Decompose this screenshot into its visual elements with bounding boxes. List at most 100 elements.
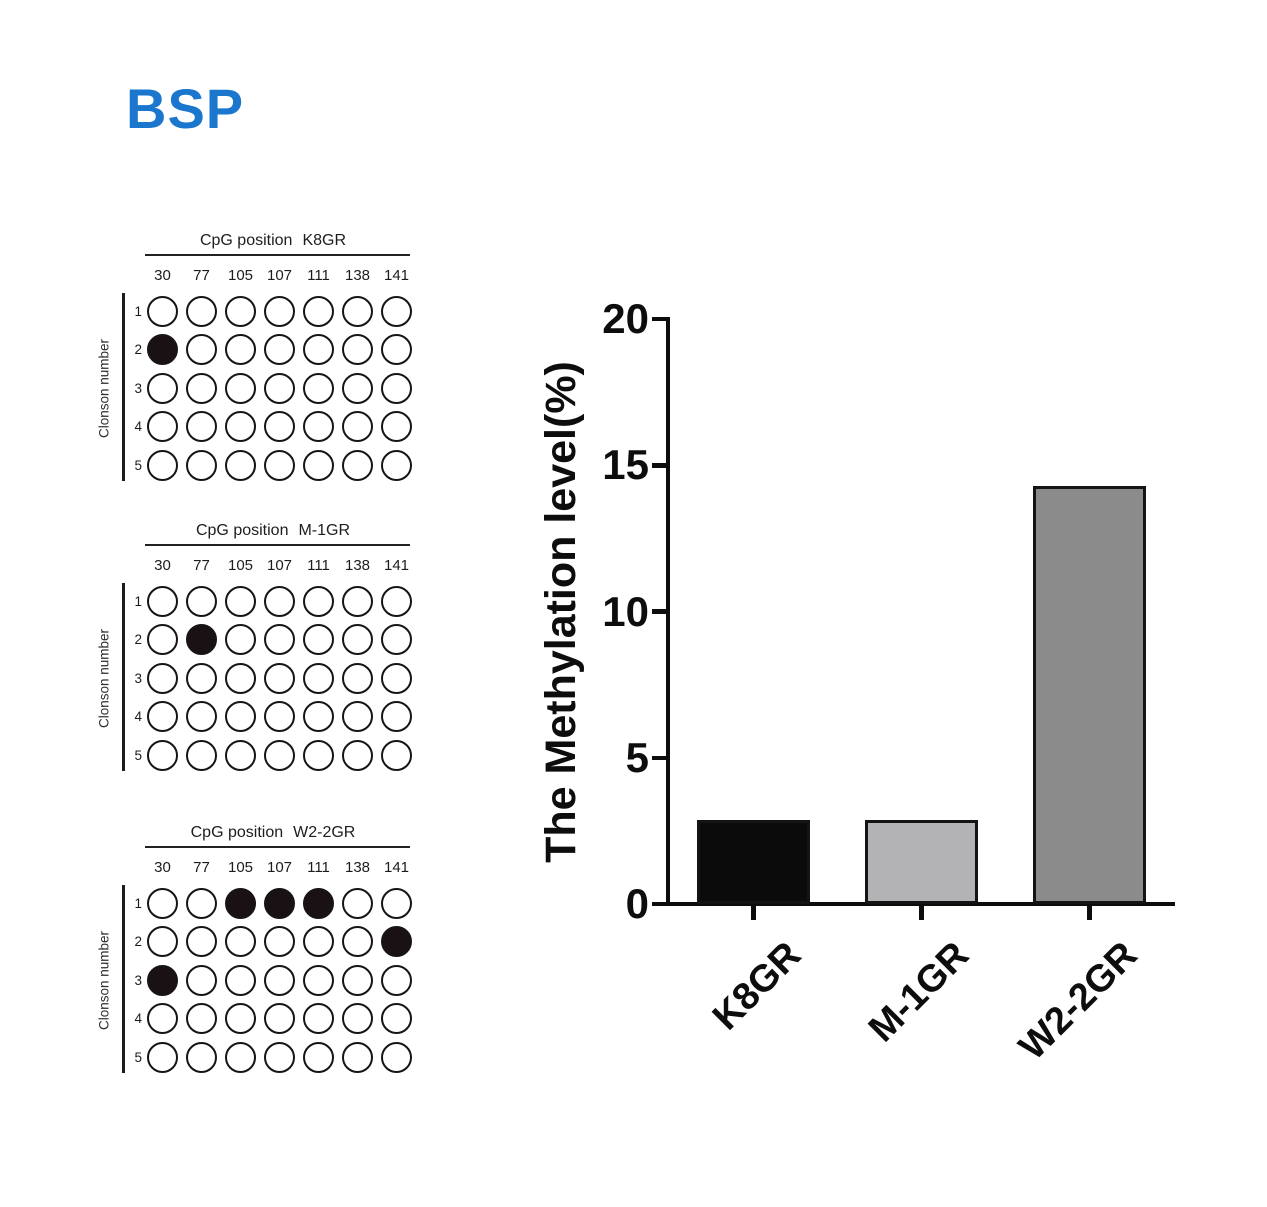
methylation-dot-open xyxy=(342,701,373,733)
clone-row-number: 3 xyxy=(134,670,142,686)
cpg-position-label: 107 xyxy=(266,267,293,284)
cpg-position-label: 138 xyxy=(344,267,371,284)
clone-row-number: 1 xyxy=(134,895,142,911)
clone-row-number: 5 xyxy=(134,747,142,763)
clone-row: 3 xyxy=(126,369,420,408)
methylation-dot-open xyxy=(225,701,256,733)
methylation-dot-open xyxy=(381,1041,412,1073)
methylation-dot-open xyxy=(303,926,334,958)
methylation-dot-open xyxy=(186,964,217,996)
methylation-dot-open xyxy=(147,295,178,327)
methylation-dot-open xyxy=(264,449,295,481)
y-tick-label: 15 xyxy=(602,441,649,489)
methylation-dot-open xyxy=(186,1003,217,1035)
methylation-dot-open xyxy=(186,887,217,919)
clone-row: 2 xyxy=(126,331,420,370)
methylation-dot-open xyxy=(186,449,217,481)
methylation-dot-filled xyxy=(303,887,334,919)
cpg-position-label: 141 xyxy=(383,859,410,876)
methylation-dot-open xyxy=(147,585,178,617)
methylation-dot-open xyxy=(147,1041,178,1073)
methylation-dot-open xyxy=(303,295,334,327)
cpg-position-label: 77 xyxy=(193,267,210,284)
methylation-dot-open xyxy=(147,372,178,404)
clone-row: 1 xyxy=(126,582,420,621)
panel-title-prefix: CpG position xyxy=(195,522,289,539)
figure-title: BSP xyxy=(126,77,245,140)
panel-sample-name: M-1GR xyxy=(298,522,351,539)
bar-K8GR xyxy=(697,820,810,904)
methylation-dot-open xyxy=(303,964,334,996)
methylation-dot-open xyxy=(342,295,373,327)
methylation-dot-open xyxy=(186,585,217,617)
cpg-panel-K8GR: CpG position K8GR 30 77 105 107 111 138 141 Clons… xyxy=(88,230,433,492)
clone-row: 3 xyxy=(126,659,420,698)
cpg-position-label: 77 xyxy=(193,557,210,574)
methylation-dot-open xyxy=(225,662,256,694)
y-axis-line xyxy=(665,317,671,906)
y-tick-label: 0 xyxy=(625,880,649,927)
cpg-position-label: 105 xyxy=(227,859,254,876)
methylation-dot-open xyxy=(264,585,295,617)
methylation-dot-open xyxy=(225,585,256,617)
methylation-dot-open xyxy=(225,926,256,958)
clone-row-number: 4 xyxy=(134,709,142,725)
methylation-dot-open xyxy=(342,739,373,771)
cpg-position-label: 141 xyxy=(383,267,410,284)
methylation-dot-open xyxy=(264,964,295,996)
panel-title-prefix: CpG position xyxy=(199,232,293,249)
methylation-dot-open xyxy=(186,334,217,366)
methylation-dot-open xyxy=(147,887,178,919)
panel-title: CpG position W2-2GR xyxy=(128,824,418,842)
methylation-dot-open xyxy=(381,334,412,366)
methylation-dot-open xyxy=(147,926,178,958)
methylation-dot-open xyxy=(147,739,178,771)
clone-row-number: 5 xyxy=(134,1049,142,1065)
methylation-dot-open xyxy=(264,662,295,694)
x-axis-tick xyxy=(751,906,756,920)
methylation-dot-open xyxy=(264,334,295,366)
y-tick-label: 5 xyxy=(625,733,649,781)
methylation-dot-open xyxy=(264,411,295,443)
clone-row-number: 2 xyxy=(134,342,142,358)
panel-title-underline xyxy=(145,254,410,256)
methylation-dot-open xyxy=(264,295,295,327)
methylation-dot-open xyxy=(303,585,334,617)
cpg-panel-M-1GR: CpG position M-1GR 30 77 105 107 111 138 141 Clon… xyxy=(88,520,433,782)
methylation-dot-open xyxy=(225,295,256,327)
methylation-dot-open xyxy=(225,411,256,443)
methylation-dot-open xyxy=(225,1003,256,1035)
clone-row-number: 4 xyxy=(134,419,142,435)
x-axis-line xyxy=(666,901,1175,907)
methylation-dot-open xyxy=(381,739,412,771)
methylation-dot-filled xyxy=(264,887,295,919)
x-tick-label-W2-2GR: W2-2GR xyxy=(1010,934,1146,1069)
cpg-position-label: 30 xyxy=(154,557,171,574)
clone-row: 4 xyxy=(126,1000,420,1039)
clone-row: 2 xyxy=(126,621,420,660)
methylation-dot-open xyxy=(381,585,412,617)
methylation-dot-open xyxy=(147,1003,178,1035)
methylation-dot-open xyxy=(303,1003,334,1035)
clone-row: 1 xyxy=(126,292,420,331)
panel-sample-name: W2-2GR xyxy=(293,824,356,841)
clone-row: 1 xyxy=(126,884,420,923)
clone-axis-line xyxy=(122,885,125,1073)
methylation-dot-open xyxy=(303,372,334,404)
methylation-dot-open xyxy=(147,449,178,481)
y-axis-tick xyxy=(652,463,668,468)
y-axis-tick xyxy=(652,609,668,614)
methylation-dot-open xyxy=(381,624,412,656)
y-axis-tick xyxy=(652,755,668,761)
methylation-dot-open xyxy=(186,739,217,771)
x-tick-label-K8GR: K8GR xyxy=(704,934,810,1039)
methylation-dot-open xyxy=(186,662,217,694)
methylation-dot-open xyxy=(186,295,217,327)
methylation-dot-open xyxy=(186,411,217,443)
clone-row-number: 5 xyxy=(134,457,142,473)
x-tick-label-M-1GR: M-1GR xyxy=(860,934,978,1051)
clone-axis-line xyxy=(122,583,125,771)
methylation-dot-open xyxy=(303,334,334,366)
methylation-dot-open xyxy=(342,926,373,958)
